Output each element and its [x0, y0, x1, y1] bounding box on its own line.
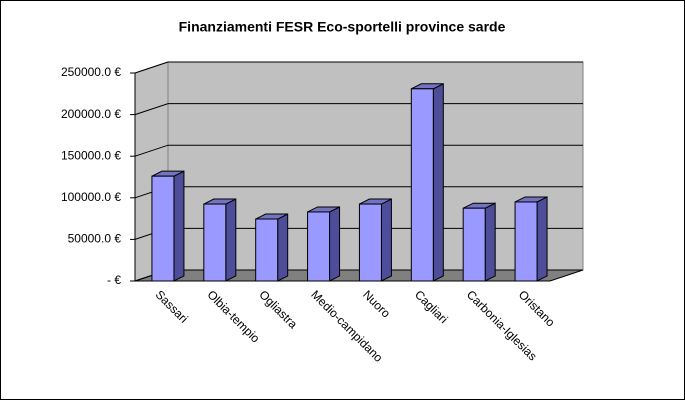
chart-title: Finanziamenti FESR Eco-sportelli provinc… [179, 19, 506, 35]
y-tick-label: 100000.0 € [61, 190, 121, 204]
bar-front [255, 218, 279, 282]
bar-side [225, 198, 237, 282]
bar-front [151, 175, 175, 282]
bar-front [410, 88, 434, 282]
bar-side [380, 198, 392, 282]
bar-side [173, 170, 185, 282]
bar-side [277, 213, 289, 282]
bar [358, 198, 392, 282]
bar-front [358, 203, 382, 282]
grid-line [134, 103, 583, 116]
y-tick-label: - € [107, 273, 121, 287]
bar-side [432, 82, 444, 282]
bar-side [484, 202, 496, 282]
grid-line [134, 61, 583, 74]
bar-side [536, 196, 548, 282]
bar [255, 213, 289, 282]
bar [203, 198, 237, 282]
bar [410, 82, 444, 282]
bar-front [203, 203, 227, 282]
bar-front [307, 211, 331, 282]
bar-side [329, 206, 341, 282]
bar [307, 206, 341, 282]
grid-line [134, 144, 583, 157]
bar [514, 196, 548, 282]
y-tick-label: 50000.0 € [68, 232, 122, 246]
y-tick-label: 200000.0 € [61, 107, 121, 121]
y-tick-label: 150000.0 € [61, 148, 121, 162]
y-tick-label: 250000.0 € [61, 65, 121, 79]
bar-front [462, 207, 486, 282]
bar [151, 170, 185, 282]
bar [462, 202, 496, 282]
bar-front [514, 201, 538, 282]
